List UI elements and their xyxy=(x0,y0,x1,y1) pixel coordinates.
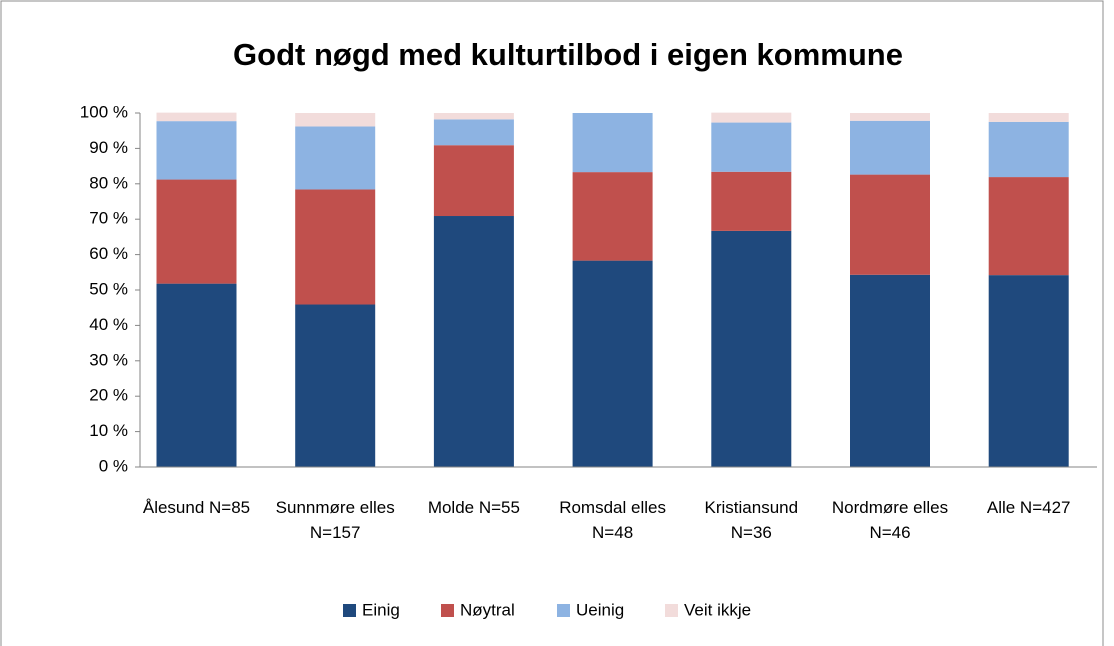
legend-swatch xyxy=(557,604,570,617)
legend-swatch xyxy=(665,604,678,617)
bar-segment xyxy=(433,145,514,217)
bar-segment xyxy=(156,112,237,122)
bar-segment xyxy=(572,260,653,467)
bar-segment xyxy=(295,126,376,190)
bar-segment xyxy=(433,119,514,146)
bar-segment xyxy=(988,121,1069,178)
x-tick-label: Ålesund N=85 xyxy=(142,498,251,517)
bar-segment xyxy=(711,171,792,231)
y-tick-label: 30 % xyxy=(89,350,128,369)
y-tick-label: 90 % xyxy=(89,138,128,157)
y-tick-label: 10 % xyxy=(89,421,128,440)
bar-segment xyxy=(850,174,930,275)
bar-segment xyxy=(988,177,1069,276)
bar-segment xyxy=(433,113,514,120)
bar-segment xyxy=(295,304,376,467)
bar-segment xyxy=(711,122,792,172)
bar-segment xyxy=(156,121,237,180)
bar-segment xyxy=(295,113,376,127)
bar-segment xyxy=(433,216,514,467)
bar-segment xyxy=(850,274,930,467)
y-tick-label: 0 % xyxy=(99,456,128,475)
bar-segment xyxy=(572,172,653,261)
bar-segment xyxy=(850,113,930,121)
chart-title: Godt nøgd med kulturtilbod i eigen kommu… xyxy=(233,37,903,72)
y-tick-label: 60 % xyxy=(89,244,128,263)
legend-swatch xyxy=(441,604,454,617)
x-tick-label: Nordmøre elles N=46 xyxy=(831,498,949,542)
bar-segment xyxy=(295,189,376,305)
bar-segment xyxy=(156,179,237,284)
bar-segment xyxy=(988,113,1069,122)
y-tick-label: 70 % xyxy=(89,209,128,228)
legend-label: Veit ikkje xyxy=(684,600,751,619)
x-tick-label: Romsdal elles N=48 xyxy=(559,498,666,542)
bar-segment xyxy=(156,283,237,467)
bar-segment xyxy=(850,120,930,175)
x-tick-label: Alle N=427 xyxy=(986,498,1071,517)
y-tick-label: 40 % xyxy=(89,315,128,334)
x-tick-label: Kristiansund N=36 xyxy=(704,498,799,542)
y-tick-label: 100 % xyxy=(80,102,128,121)
bar-segment xyxy=(711,230,792,467)
legend-label: Nøytral xyxy=(460,600,515,619)
bar-segment xyxy=(572,113,653,173)
y-tick-label: 80 % xyxy=(89,173,128,192)
y-tick-label: 20 % xyxy=(89,386,128,405)
bar-segment xyxy=(711,112,792,123)
legend-swatch xyxy=(343,604,356,617)
x-tick-label: Sunnmøre elles N=157 xyxy=(275,498,395,542)
y-tick-label: 50 % xyxy=(89,279,128,298)
legend-label: Ueinig xyxy=(576,600,624,619)
legend-label: Einig xyxy=(362,600,400,619)
bar-segment xyxy=(988,275,1069,467)
x-tick-label: Molde N=55 xyxy=(427,498,520,517)
